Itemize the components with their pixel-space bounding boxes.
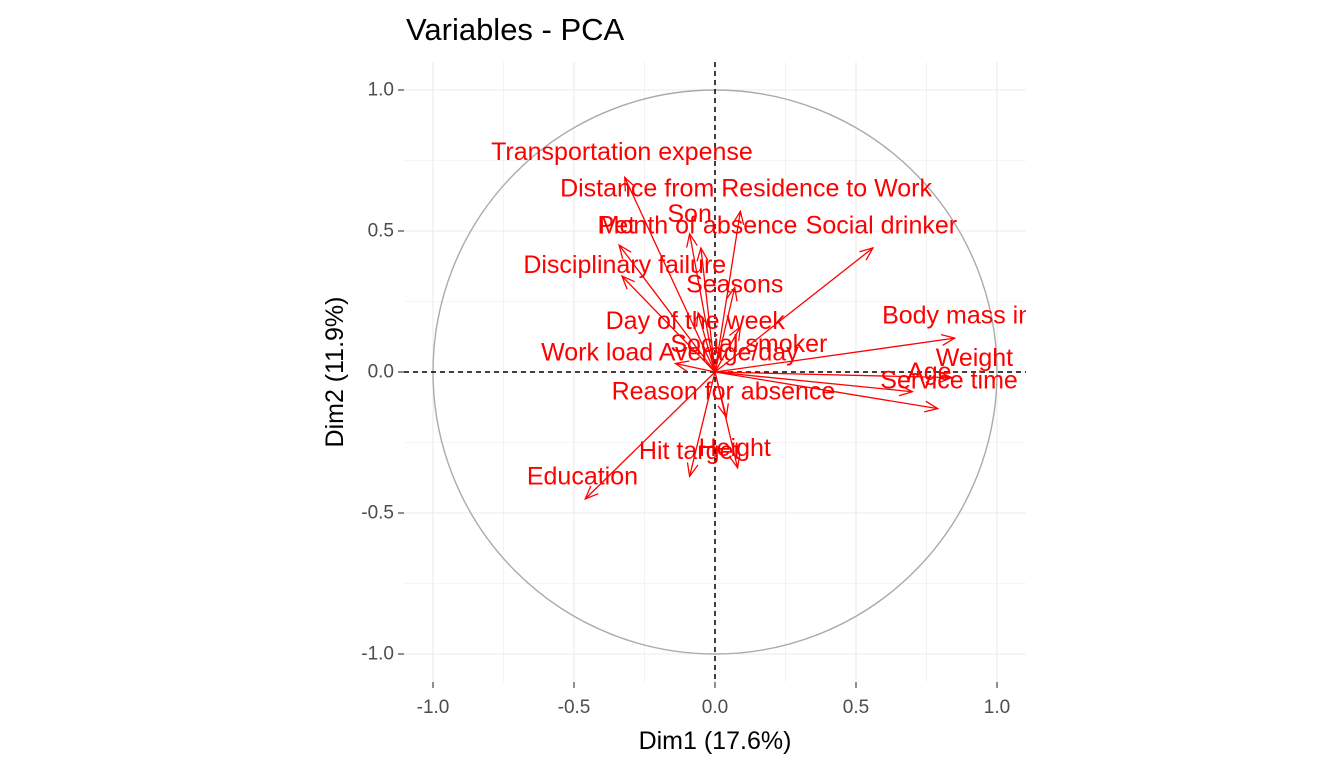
- variable-label: Distance from Residence to Work: [560, 175, 932, 203]
- x-tick-label: 1.0: [984, 697, 1010, 718]
- variable-arrows: [584, 175, 957, 501]
- variable-label: Body mass index: [882, 302, 1073, 330]
- variable-arrow: [714, 371, 954, 384]
- variable-label: Disciplinary failure: [523, 251, 726, 279]
- variable-arrow: [714, 371, 915, 397]
- variable-arrow: [714, 325, 742, 373]
- variable-arrow: [695, 311, 716, 373]
- variable-label: Month of absence: [599, 211, 798, 239]
- variable-arrow: [714, 246, 875, 373]
- variable-arrow: [686, 371, 716, 478]
- variable-arrow: [714, 334, 957, 373]
- variable-arrow: [673, 360, 716, 373]
- variable-label: Day of the week: [606, 307, 786, 335]
- variable-label: Social drinker: [806, 211, 957, 239]
- variable-label: Pet: [598, 211, 636, 239]
- variable-arrow: [714, 371, 741, 470]
- x-axis-ticks: -1.0 -0.5 0.0 0.5 1.0: [417, 682, 1010, 718]
- variable-arrow: [714, 209, 745, 373]
- variable-arrow: [624, 175, 716, 373]
- chart-title: Variables - PCA: [406, 12, 625, 47]
- variable-arrow: [696, 246, 716, 373]
- variable-label: Hit target: [639, 437, 740, 465]
- variable-arrow: [584, 371, 716, 501]
- variable-label: Social smoker: [670, 330, 827, 358]
- variable-label: Height: [699, 434, 771, 462]
- x-tick-label: -1.0: [417, 697, 450, 718]
- variable-label: Education: [527, 462, 638, 490]
- variable-label: Reason for absence: [612, 378, 836, 406]
- variable-arrow: [714, 371, 940, 413]
- variable-label: Transportation expense: [491, 138, 753, 166]
- y-axis-ticks: -1.0 -0.5 0.0 0.5 1.0: [361, 80, 404, 665]
- variable-labels: Transportation expense Distance from Resi…: [491, 138, 1073, 490]
- variable-label: Service time: [880, 366, 1018, 394]
- variable-label: Weight: [936, 344, 1013, 372]
- y-tick-label: 0.0: [368, 362, 394, 383]
- y-axis-title: Dim2 (11.9%): [321, 297, 349, 448]
- variable-label: Seasons: [686, 271, 783, 299]
- x-axis-title: Dim1 (17.6%): [639, 727, 792, 755]
- y-tick-label: 1.0: [368, 80, 394, 101]
- x-tick-label: 0.5: [843, 697, 869, 718]
- x-tick-label: 0.0: [702, 697, 728, 718]
- x-tick-label: -0.5: [558, 697, 591, 718]
- variable-label: Age: [907, 358, 951, 386]
- variable-label: Son: [667, 200, 711, 228]
- variable-arrow: [714, 285, 738, 373]
- y-tick-label: -1.0: [361, 644, 394, 665]
- variable-arrow: [686, 232, 716, 373]
- variable-arrow: [618, 243, 716, 373]
- y-tick-label: 0.5: [368, 221, 394, 242]
- variable-label: Work load Average/day: [541, 338, 799, 366]
- y-tick-label: -0.5: [361, 503, 394, 524]
- variable-arrow: [620, 274, 716, 373]
